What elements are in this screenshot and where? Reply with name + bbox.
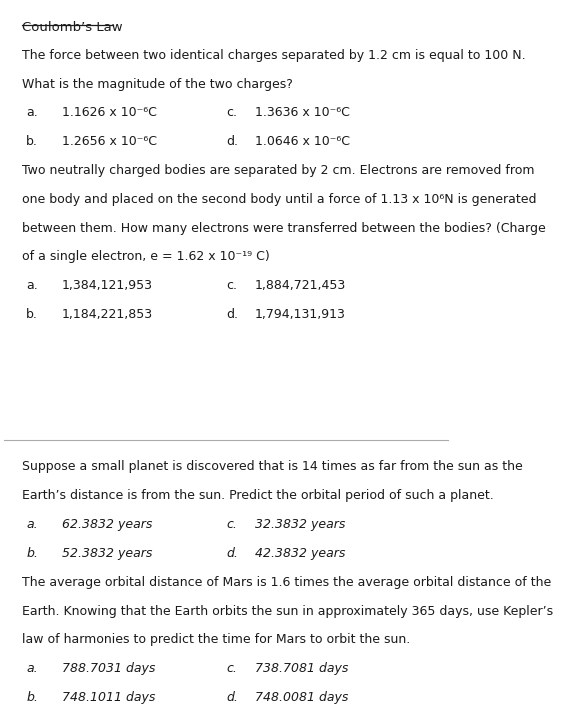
Text: 748.0081 days: 748.0081 days — [255, 691, 349, 704]
Text: What is the magnitude of the two charges?: What is the magnitude of the two charges… — [22, 78, 293, 91]
Text: a.: a. — [27, 518, 38, 531]
Text: 32.3832 years: 32.3832 years — [255, 518, 346, 531]
Text: b.: b. — [27, 691, 38, 704]
Text: b.: b. — [27, 547, 38, 560]
Text: b.: b. — [27, 308, 38, 321]
Text: d.: d. — [226, 547, 238, 560]
Text: Coulomb’s Law: Coulomb’s Law — [22, 21, 122, 34]
Text: 42.3832 years: 42.3832 years — [255, 547, 346, 560]
Text: of a single electron, e = 1.62 x 10⁻¹⁹ C): of a single electron, e = 1.62 x 10⁻¹⁹ C… — [22, 251, 270, 263]
Text: b.: b. — [27, 135, 38, 148]
Text: d.: d. — [226, 308, 238, 321]
Text: 1.3636 x 10⁻⁶C: 1.3636 x 10⁻⁶C — [255, 106, 350, 120]
Text: Two neutrally charged bodies are separated by 2 cm. Electrons are removed from: Two neutrally charged bodies are separat… — [22, 164, 535, 177]
Text: The force between two identical charges separated by 1.2 cm is equal to 100 N.: The force between two identical charges … — [22, 49, 526, 62]
Text: d.: d. — [226, 691, 238, 704]
Text: 1,184,221,853: 1,184,221,853 — [62, 308, 153, 321]
Text: Earth’s distance is from the sun. Predict the orbital period of such a planet.: Earth’s distance is from the sun. Predic… — [22, 489, 493, 502]
Text: 1.0646 x 10⁻⁶C: 1.0646 x 10⁻⁶C — [255, 135, 350, 148]
Text: d.: d. — [226, 135, 238, 148]
Text: The average orbital distance of Mars is 1.6 times the average orbital distance o: The average orbital distance of Mars is … — [22, 576, 551, 589]
Text: c.: c. — [226, 518, 237, 531]
Text: 52.3832 years: 52.3832 years — [62, 547, 152, 560]
Text: 62.3832 years: 62.3832 years — [62, 518, 152, 531]
Text: a.: a. — [27, 106, 38, 120]
Text: 1,884,721,453: 1,884,721,453 — [255, 279, 346, 292]
Text: 788.7031 days: 788.7031 days — [62, 662, 155, 675]
Text: 738.7081 days: 738.7081 days — [255, 662, 349, 675]
Text: c.: c. — [226, 106, 237, 120]
Text: law of harmonies to predict the time for Mars to orbit the sun.: law of harmonies to predict the time for… — [22, 634, 410, 646]
Text: c.: c. — [226, 279, 237, 292]
Text: Suppose a small planet is discovered that is 14 times as far from the sun as the: Suppose a small planet is discovered tha… — [22, 460, 523, 474]
Text: c.: c. — [226, 662, 237, 675]
Text: 1.1626 x 10⁻⁶C: 1.1626 x 10⁻⁶C — [62, 106, 157, 120]
Text: between them. How many electrons were transferred between the bodies? (Charge: between them. How many electrons were tr… — [22, 222, 546, 234]
Text: Earth. Knowing that the Earth orbits the sun in approximately 365 days, use Kepl: Earth. Knowing that the Earth orbits the… — [22, 605, 553, 617]
Text: a.: a. — [27, 662, 38, 675]
Text: 1.2656 x 10⁻⁶C: 1.2656 x 10⁻⁶C — [62, 135, 157, 148]
Text: one body and placed on the second body until a force of 1.13 x 10⁶N is generated: one body and placed on the second body u… — [22, 193, 536, 206]
Text: a.: a. — [27, 279, 38, 292]
Text: 748.1011 days: 748.1011 days — [62, 691, 155, 704]
Text: 1,384,121,953: 1,384,121,953 — [62, 279, 153, 292]
Text: 1,794,131,913: 1,794,131,913 — [255, 308, 346, 321]
